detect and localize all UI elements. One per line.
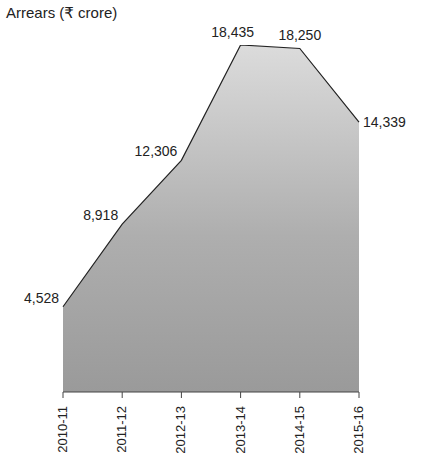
svg-text:8,918: 8,918 [83, 207, 118, 223]
svg-text:2010-11: 2010-11 [55, 406, 70, 453]
svg-text:2014-15: 2014-15 [292, 406, 307, 454]
svg-text:18,250: 18,250 [278, 27, 321, 43]
svg-text:2011-12: 2011-12 [114, 406, 129, 453]
svg-text:2012-13: 2012-13 [173, 406, 188, 454]
svg-text:18,435: 18,435 [211, 24, 254, 40]
svg-text:14,339: 14,339 [363, 114, 406, 130]
html-text:Arrears (₹ crore): Arrears (₹ crore) [6, 4, 118, 21]
svg-text:12,306: 12,306 [135, 143, 178, 159]
svg-text:2013-14: 2013-14 [233, 406, 248, 454]
svg-text:4,528: 4,528 [24, 290, 59, 306]
svg-text:2015-16: 2015-16 [351, 406, 366, 454]
